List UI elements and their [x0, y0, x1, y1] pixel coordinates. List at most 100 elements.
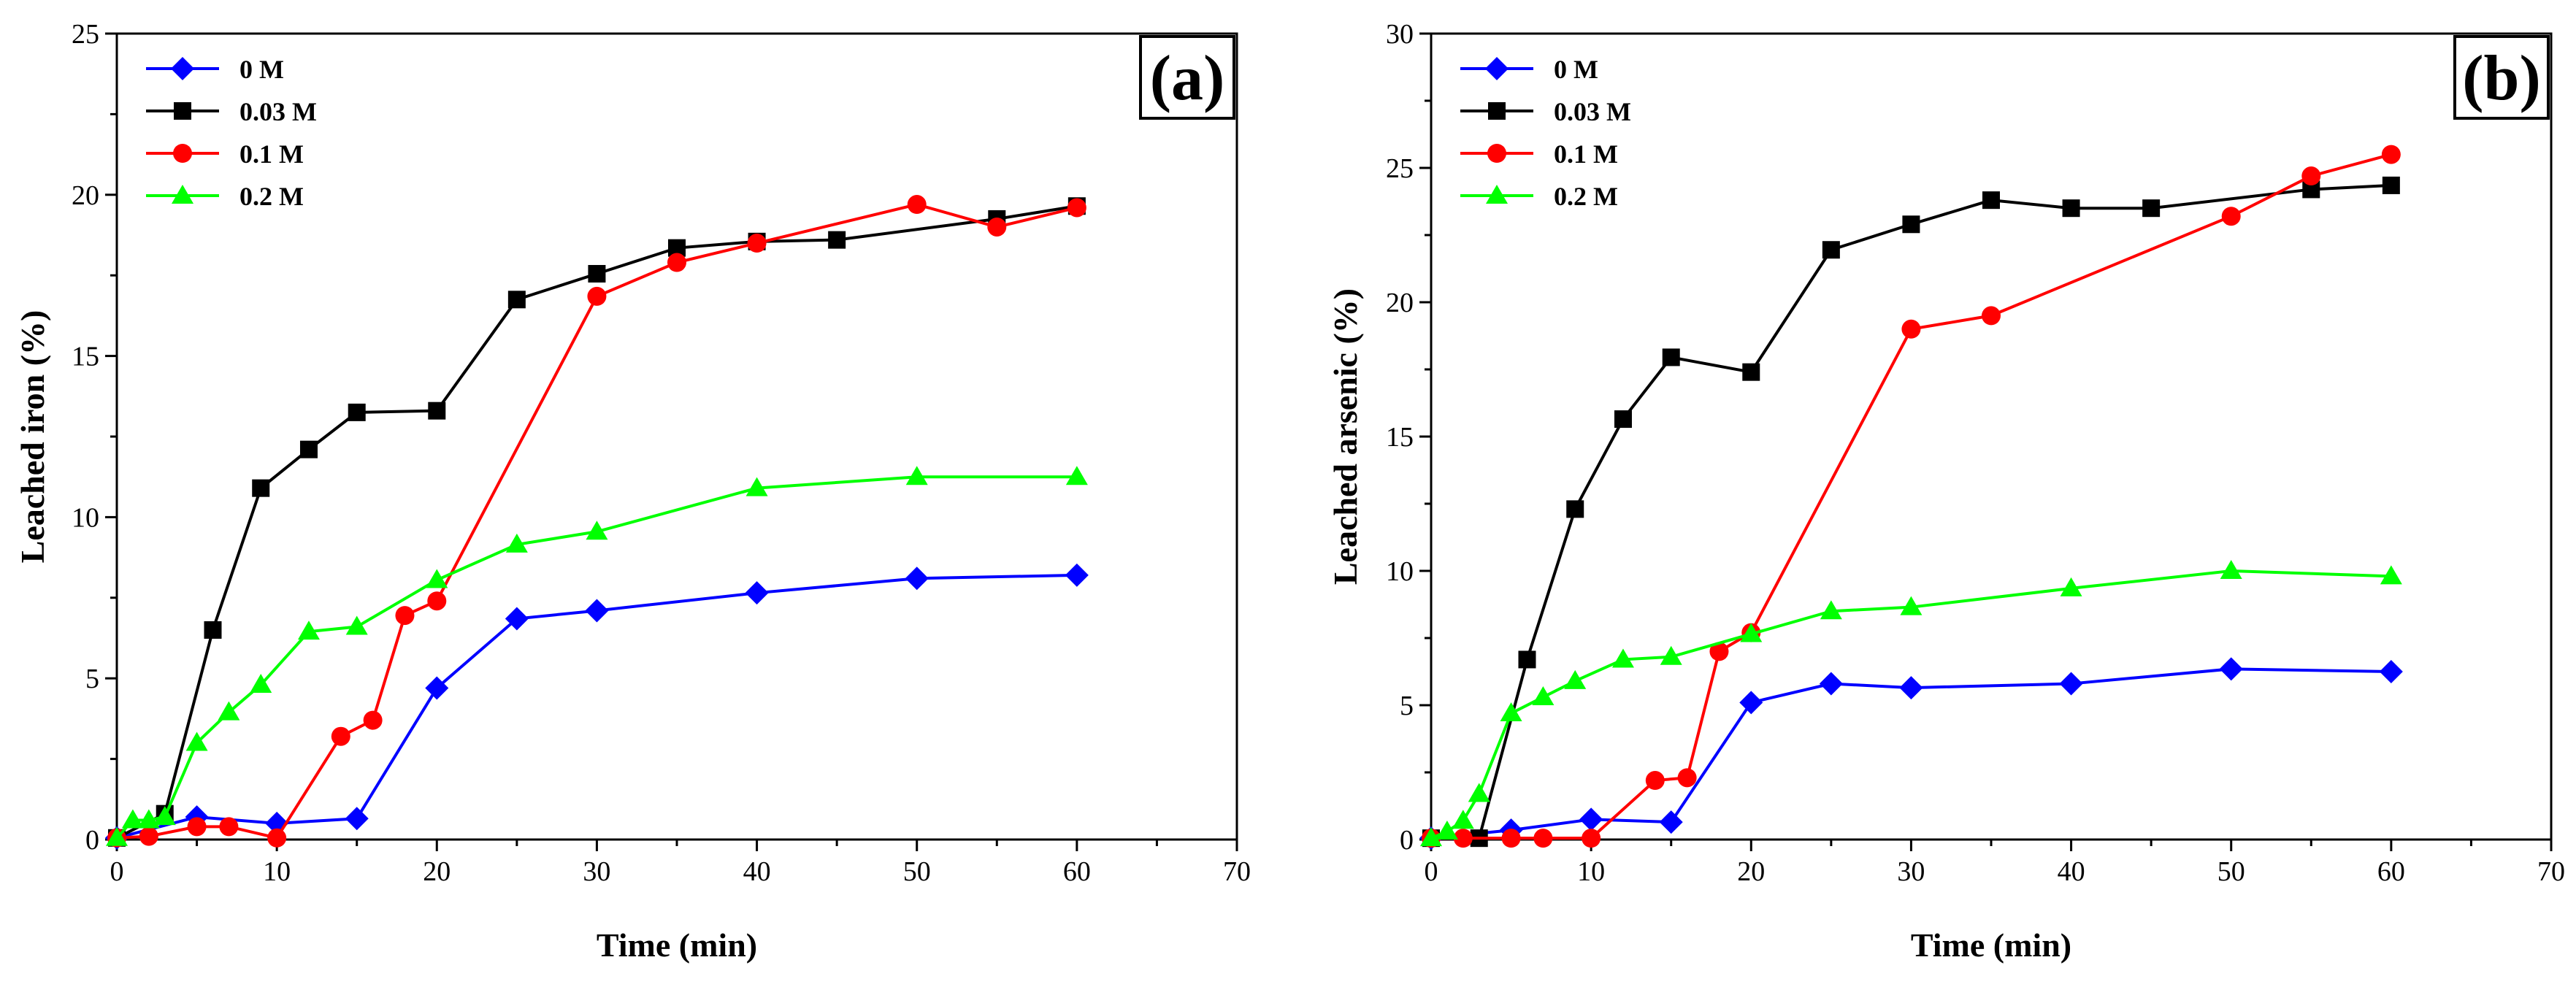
x-tick-label: 40 — [2058, 856, 2085, 887]
y-tick-label: 0 — [1400, 825, 1414, 856]
x-tick-label: 50 — [903, 856, 931, 887]
x-tick-label: 70 — [1223, 856, 1251, 887]
x-tick-label: 0 — [110, 856, 124, 887]
data-point — [250, 674, 272, 694]
data-point — [747, 234, 767, 253]
y-tick-label: 25 — [1386, 153, 1414, 184]
series-line — [1430, 667, 2391, 840]
legend: 0 M 0.03 M 0.1 M 0.2 M — [146, 55, 317, 211]
data-point — [1742, 363, 1760, 381]
data-point — [2301, 166, 2321, 186]
data-point — [1453, 829, 1473, 848]
data-point — [345, 615, 368, 635]
panel-label-box — [2453, 35, 2550, 120]
data-point — [297, 621, 320, 640]
x-tick-label: 10 — [1577, 856, 1605, 887]
x-tick-label: 30 — [583, 856, 610, 887]
data-point — [1820, 600, 1842, 620]
data-point — [428, 402, 446, 420]
data-point — [1468, 783, 1490, 802]
legend-label: 0.03 M — [1554, 97, 1631, 126]
data-point — [586, 521, 608, 540]
data-point — [1067, 198, 1086, 218]
data-point — [1902, 215, 1920, 234]
data-point — [204, 621, 222, 639]
data-point — [106, 826, 128, 846]
x-axis-title: Time (min) — [1911, 926, 2071, 964]
data-point — [1660, 645, 1682, 665]
legend-marker — [171, 57, 194, 80]
data-point — [585, 599, 609, 623]
data-point — [1566, 500, 1584, 518]
series-0M — [105, 563, 1089, 850]
series-line — [1431, 153, 2392, 840]
y-tick-label: 15 — [72, 342, 99, 372]
legend-marker — [174, 102, 191, 120]
x-tick-label: 40 — [743, 856, 771, 887]
data-point — [345, 807, 369, 831]
data-point — [1564, 669, 1587, 689]
x-tick-label: 70 — [2537, 856, 2565, 887]
data-point — [187, 817, 207, 837]
legend-label: 0.03 M — [239, 97, 317, 126]
data-point — [2219, 657, 2243, 681]
data-point — [1582, 829, 1601, 848]
y-tick-label: 10 — [1386, 556, 1414, 587]
series-line — [116, 204, 1078, 840]
legend-marker — [1485, 57, 1509, 80]
data-point — [905, 567, 929, 591]
series-line — [116, 573, 1077, 840]
data-point — [1739, 691, 1763, 715]
x-tick-label: 0 — [1425, 856, 1438, 887]
y-tick-label: 10 — [72, 502, 99, 533]
data-point — [2220, 560, 2242, 579]
data-point — [2062, 199, 2080, 218]
data-point — [185, 731, 208, 751]
legend-label: 0 M — [1554, 55, 1598, 84]
legend-marker — [173, 144, 192, 163]
data-point — [395, 606, 415, 626]
panel-label: (a) — [1150, 43, 1225, 114]
x-tick-label: 30 — [1897, 856, 1925, 887]
x-tick-label: 60 — [2377, 856, 2405, 887]
data-point — [425, 676, 449, 700]
data-point — [505, 607, 529, 631]
series-0_1M — [107, 195, 1086, 848]
data-point — [1662, 348, 1680, 366]
x-tick-label: 20 — [1737, 856, 1765, 887]
data-point — [121, 809, 144, 829]
data-point — [2059, 672, 2083, 696]
data-point — [348, 403, 366, 421]
data-point — [745, 477, 768, 496]
series-0_2M — [1420, 560, 2402, 847]
legend-label: 0.1 M — [239, 139, 304, 169]
data-point — [1900, 596, 1923, 615]
data-point — [1822, 241, 1840, 259]
data-point — [2380, 565, 2402, 585]
data-point — [1709, 642, 1729, 661]
data-point — [2379, 660, 2403, 683]
y-tick-label: 25 — [72, 19, 99, 50]
legend: 0 M 0.03 M 0.1 M 0.2 M — [1460, 55, 1631, 211]
data-point — [1740, 623, 1763, 642]
data-point — [667, 253, 686, 272]
data-point — [1532, 685, 1555, 705]
data-point — [745, 581, 769, 605]
data-point — [1982, 191, 2000, 210]
y-tick-label: 0 — [85, 825, 99, 856]
data-point — [905, 466, 928, 485]
x-tick-label: 10 — [263, 856, 291, 887]
data-point — [1065, 563, 1089, 587]
panel-label: (b) — [2462, 43, 2541, 114]
x-tick-label: 20 — [423, 856, 451, 887]
data-point — [1614, 410, 1632, 429]
data-point — [987, 217, 1007, 237]
legend-marker — [1486, 185, 1508, 204]
data-point — [1899, 676, 1923, 700]
legend-marker — [1487, 144, 1506, 163]
panel-a: 0 10 20 30 40 50 60 70 0 5 10 15 20 25 Time (min) Leach… — [14, 19, 1251, 964]
data-point — [363, 710, 383, 730]
y-tick-label: 5 — [85, 664, 99, 694]
y-tick-label: 20 — [72, 180, 99, 211]
data-point — [153, 806, 176, 826]
